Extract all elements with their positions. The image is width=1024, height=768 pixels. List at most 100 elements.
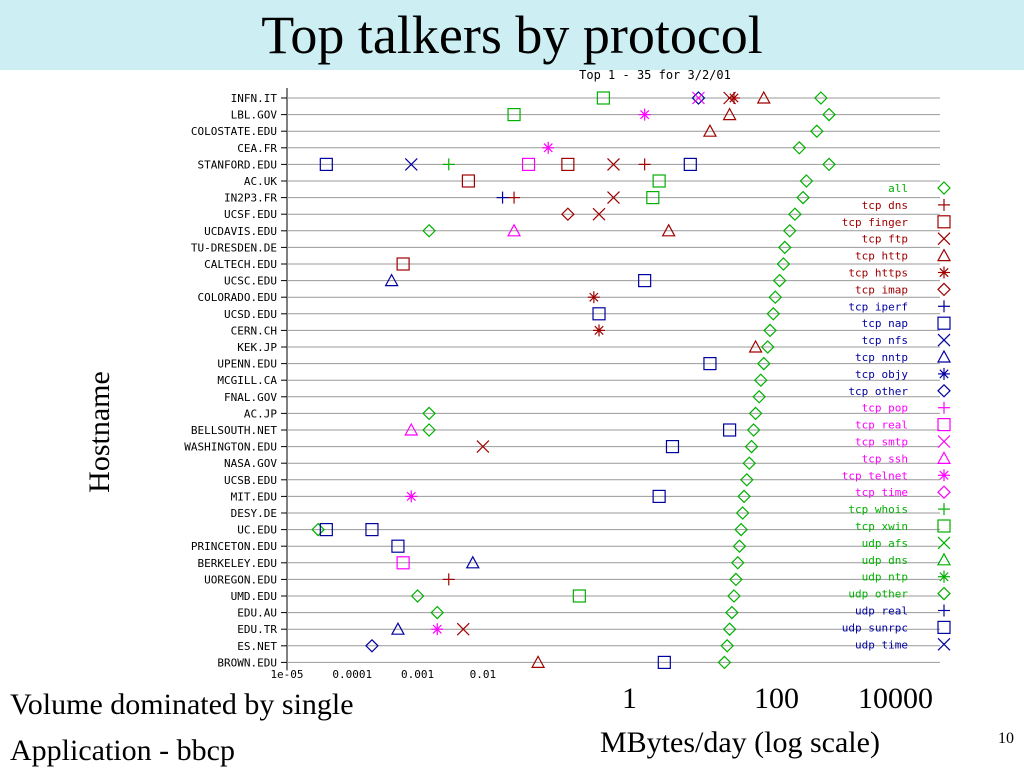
legend-marker [937, 282, 951, 297]
y-tick-label: DESY.DE [231, 507, 277, 520]
data-point [638, 108, 651, 121]
data-point [496, 191, 509, 204]
data-point [461, 174, 476, 188]
data-point [652, 174, 666, 188]
data-point [822, 157, 836, 172]
y-axis-label: Hostname [83, 371, 116, 493]
data-point [476, 440, 490, 454]
legend-label: udp afs [862, 537, 908, 550]
page-number: 10 [998, 730, 1014, 747]
legend-marker [937, 536, 951, 550]
data-point [760, 340, 775, 354]
data-point [646, 191, 660, 205]
data-point [391, 539, 405, 553]
data-point [390, 621, 405, 635]
legend-label: udp time [855, 638, 908, 651]
legend-label: udp ntp [862, 571, 908, 584]
legend-label: tcp telnet [842, 469, 908, 482]
legend-marker [938, 503, 950, 516]
data-point [763, 323, 777, 338]
data-point [788, 207, 802, 222]
legend-label: tcp real [855, 419, 908, 432]
legend-label: udp other [848, 588, 908, 601]
legend-label: tcp http [855, 250, 908, 263]
data-point [702, 123, 717, 137]
data-point [814, 91, 828, 105]
legend-marker [938, 198, 950, 211]
data-point [593, 324, 606, 337]
y-tick-label: CERN.CH [231, 324, 277, 337]
data-point [405, 490, 418, 503]
legend-label: tcp objy [855, 368, 908, 381]
data-point [748, 406, 763, 421]
x-axis-label: MBytes/day (log scale) [600, 726, 880, 759]
y-tick-label: UOREGON.EDU [204, 573, 277, 586]
legend-label: tcp nap [862, 317, 908, 330]
legend-marker [938, 469, 950, 482]
legend-label: tcp smtp [855, 436, 908, 449]
y-tick-label: UCSF.EDU [224, 208, 277, 221]
data-point [756, 356, 771, 371]
data-point [722, 622, 737, 637]
data-point [592, 207, 606, 221]
legend-label: tcp nntp [855, 351, 908, 364]
data-point [319, 522, 333, 537]
legend-marker [936, 451, 952, 464]
data-point [720, 638, 734, 653]
data-point [396, 257, 410, 271]
data-point [665, 440, 680, 454]
x-tick-label-1: 1 [622, 682, 637, 715]
title-bar [0, 0, 1024, 70]
legend-marker [937, 620, 951, 635]
legend-label: udp dns [862, 554, 908, 567]
data-point [748, 339, 763, 353]
y-tick-label: UMD.EDU [231, 590, 277, 603]
legend-label: tcp time [855, 486, 908, 499]
y-tick-label: MCGILL.CA [217, 374, 277, 387]
legend-marker [938, 266, 950, 279]
legend-marker [937, 418, 951, 432]
data-point [739, 472, 754, 487]
y-tick-label: COLORADO.EDU [198, 291, 277, 304]
y-tick-label: UCSD.EDU [224, 308, 277, 321]
x-tick-label: 1e-05 [270, 668, 303, 681]
y-tick-label: UC.EDU [237, 524, 277, 537]
data-point [431, 623, 444, 636]
data-point [799, 174, 814, 188]
data-point [311, 522, 326, 537]
data-point [703, 357, 717, 371]
y-tick-label: COLOSTATE.EDU [191, 125, 277, 138]
data-point [732, 539, 747, 554]
data-point [730, 555, 745, 570]
caption-line-1: Volume dominated by single [10, 688, 354, 721]
slide-title: Top talkers by protocol [261, 5, 763, 65]
data-point [572, 589, 586, 603]
legend-marker [937, 232, 951, 246]
data-point [772, 273, 787, 288]
data-point [782, 223, 797, 238]
y-tick-label: CALTECH.EDU [204, 258, 277, 271]
y-tick-label: STANFORD.EDU [198, 158, 277, 171]
y-tick-label: BROWN.EDU [217, 656, 277, 669]
legend-marker [936, 248, 952, 262]
y-tick-label: WASHINGTON.EDU [184, 441, 277, 454]
legend-marker [937, 435, 951, 448]
y-tick-label: LBL.GOV [231, 109, 278, 122]
x-tick-label-100: 100 [754, 682, 799, 715]
data-point [422, 423, 436, 437]
legend-marker [937, 383, 951, 398]
data-point [768, 290, 783, 305]
legend-marker [936, 552, 952, 566]
y-tick-label: ES.NET [237, 640, 277, 653]
legend-marker [938, 570, 950, 583]
data-point [507, 107, 521, 122]
data-point [742, 456, 757, 471]
data-point [422, 406, 436, 421]
data-point [691, 91, 706, 105]
legend-label: tcp dns [862, 199, 908, 212]
data-point [737, 489, 751, 504]
data-point [365, 638, 379, 653]
legend-label: all [888, 182, 908, 195]
y-tick-label: MIT.EDU [231, 490, 277, 503]
data-point [746, 423, 761, 437]
